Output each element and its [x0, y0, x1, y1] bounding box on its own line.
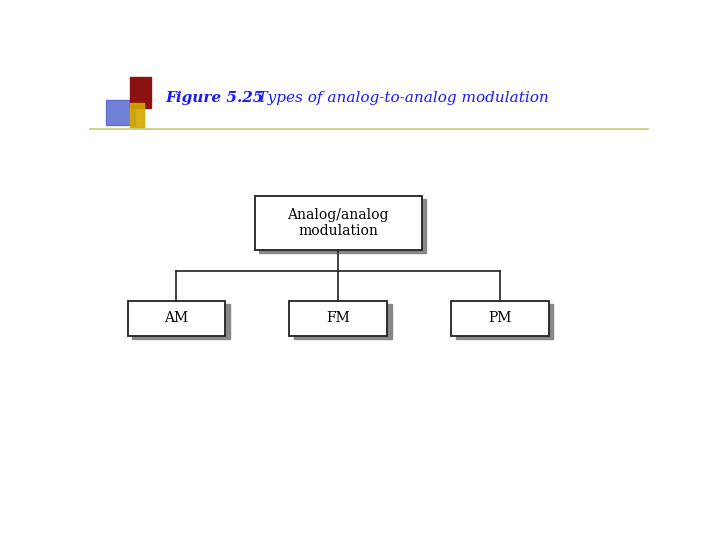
- Text: Figure 5.25: Figure 5.25: [166, 91, 264, 105]
- Text: FM: FM: [326, 312, 350, 326]
- Bar: [456, 304, 554, 340]
- Bar: [294, 304, 392, 340]
- Text: PM: PM: [488, 312, 512, 326]
- Bar: [132, 304, 230, 340]
- Text: Types of analog-to-analog modulation: Types of analog-to-analog modulation: [238, 91, 549, 105]
- Bar: [130, 103, 144, 127]
- Bar: [127, 301, 225, 336]
- Text: AM: AM: [164, 312, 189, 326]
- Bar: [130, 77, 151, 109]
- Bar: [289, 301, 387, 336]
- Bar: [259, 199, 426, 253]
- Bar: [106, 100, 135, 125]
- Text: Analog/analog
modulation: Analog/analog modulation: [287, 208, 389, 238]
- Bar: [255, 196, 422, 250]
- Bar: [451, 301, 549, 336]
